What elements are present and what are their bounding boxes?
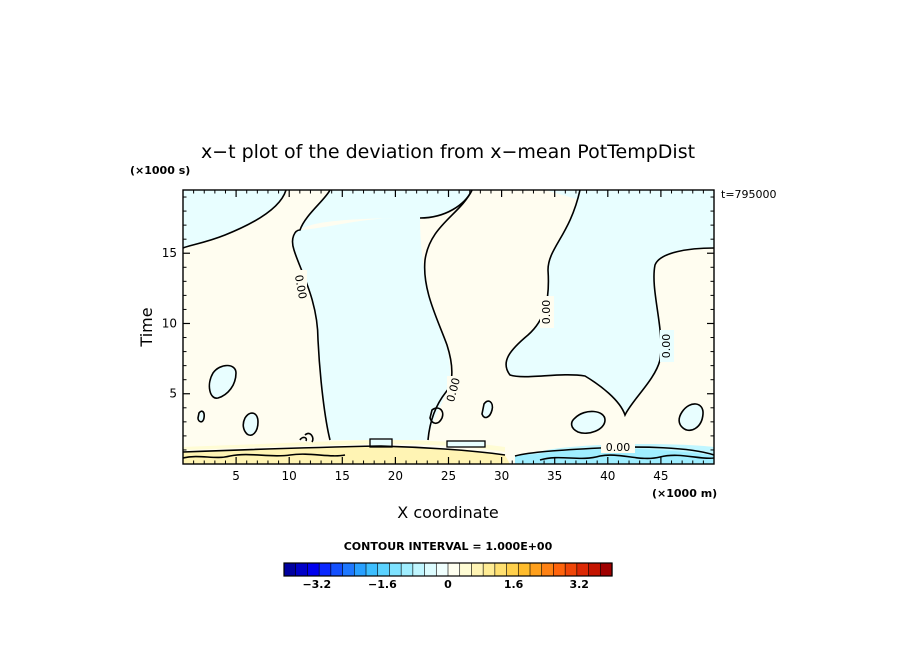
x-axis-label: X coordinate <box>397 503 498 522</box>
colorbar-tick-label: −3.2 <box>302 578 331 591</box>
negative-island-near-column <box>481 400 494 419</box>
colorbar-swatch <box>400 562 414 577</box>
colorbar-swatch <box>576 562 590 577</box>
colorbar-swatch <box>424 562 437 577</box>
x-axis: 5 10 15 20 25 30 35 40 45 <box>193 190 704 483</box>
contour-labels: 0.00 0.00 0.00 0.00 0.00 <box>292 270 674 454</box>
colorbar-swatch <box>482 562 496 577</box>
negative-band-light <box>530 443 714 456</box>
negative-region-central-column <box>292 190 472 440</box>
negative-island-mid-left <box>242 412 259 437</box>
colorbar-tick-label: 3.2 <box>569 578 589 591</box>
negative-island-left <box>208 364 237 399</box>
colorbar-swatch <box>365 562 379 577</box>
colorbar-tick-label: 0 <box>444 578 452 591</box>
contour-label-1: 0.00 <box>292 274 309 300</box>
plot-area: 0.00 0.00 0.00 0.00 0.00 <box>182 189 715 465</box>
negative-region-central <box>300 190 472 230</box>
contour-label-5: 0.00 <box>606 441 631 454</box>
contour-label-3: 0.00 <box>540 300 553 325</box>
contour-interval-label: CONTOUR INTERVAL = 1.000E+00 <box>344 540 553 553</box>
x-tick-label: 10 <box>282 469 297 483</box>
y-axis: 5 10 15 <box>162 196 714 451</box>
colorbar-swatch <box>447 562 461 577</box>
colorbar-swatch <box>330 562 344 577</box>
colorbar-frame <box>283 562 613 577</box>
negative-island-right <box>570 410 606 435</box>
negative-region-right <box>506 190 714 415</box>
positive-strong-band <box>183 446 510 464</box>
colorbar-swatch <box>599 562 613 577</box>
colorbar-swatch <box>494 562 508 577</box>
x-tick-label: 35 <box>547 469 562 483</box>
y-tick-label: 10 <box>162 316 177 330</box>
colorbar-ticks: −3.2 −1.6 0 1.6 3.2 <box>302 578 589 591</box>
y-unit-label: (×1000 s) <box>130 164 190 177</box>
colorbar-swatch <box>506 562 519 577</box>
y-tick-label: 15 <box>162 246 177 260</box>
negative-island-far-right <box>678 403 704 432</box>
y-axis-label: Time <box>137 307 156 347</box>
colorbar-swatch <box>471 562 484 577</box>
x-tick-label: 15 <box>335 469 350 483</box>
negative-region-top-left <box>183 190 286 248</box>
colorbar-swatch <box>318 562 332 577</box>
colorbar-swatch <box>283 562 297 577</box>
x-tick-label: 25 <box>441 469 456 483</box>
x-tick-label: 40 <box>600 469 615 483</box>
colorbar-swatch <box>412 562 426 577</box>
colorbar-swatch <box>529 562 543 577</box>
chart-title: x−t plot of the deviation from x−mean Po… <box>201 141 695 163</box>
colorbar-swatch <box>307 562 320 577</box>
x-tick-label: 30 <box>494 469 509 483</box>
colorbar-swatch <box>517 562 531 577</box>
colorbar-swatch <box>295 562 309 577</box>
colorbar-swatch <box>389 562 402 577</box>
x-unit-label: (×1000 m) <box>652 487 717 500</box>
colorbar-swatch <box>377 562 391 577</box>
colorbar-swatch <box>342 562 355 577</box>
central-bottom-box-2 <box>446 440 486 448</box>
colorbar-tick-label: −1.6 <box>368 578 397 591</box>
time-stamp-label: t=795000 <box>721 188 777 201</box>
zero-contours <box>183 190 714 461</box>
colorbar-swatch <box>459 562 473 577</box>
central-bottom-box <box>369 438 393 448</box>
colorbar-swatch <box>541 562 555 577</box>
colorbar-swatch <box>588 562 601 577</box>
colorbar-swatch <box>564 562 578 577</box>
x-tick-label: 20 <box>388 469 403 483</box>
colorbar-swatch <box>435 562 449 577</box>
y-tick-label: 5 <box>169 387 177 401</box>
x-tick-label: 45 <box>653 469 668 483</box>
colorbar-swatch <box>553 562 566 577</box>
negative-island-small <box>197 410 205 423</box>
positive-band-light <box>183 440 505 452</box>
colorbar-tick-label: 1.6 <box>504 578 524 591</box>
contour-label-4: 0.00 <box>660 334 673 359</box>
contour-label-2: 0.00 <box>444 376 463 403</box>
colorbar-swatch <box>353 562 367 577</box>
x-tick-label: 5 <box>232 469 240 483</box>
colorbar <box>283 562 613 577</box>
